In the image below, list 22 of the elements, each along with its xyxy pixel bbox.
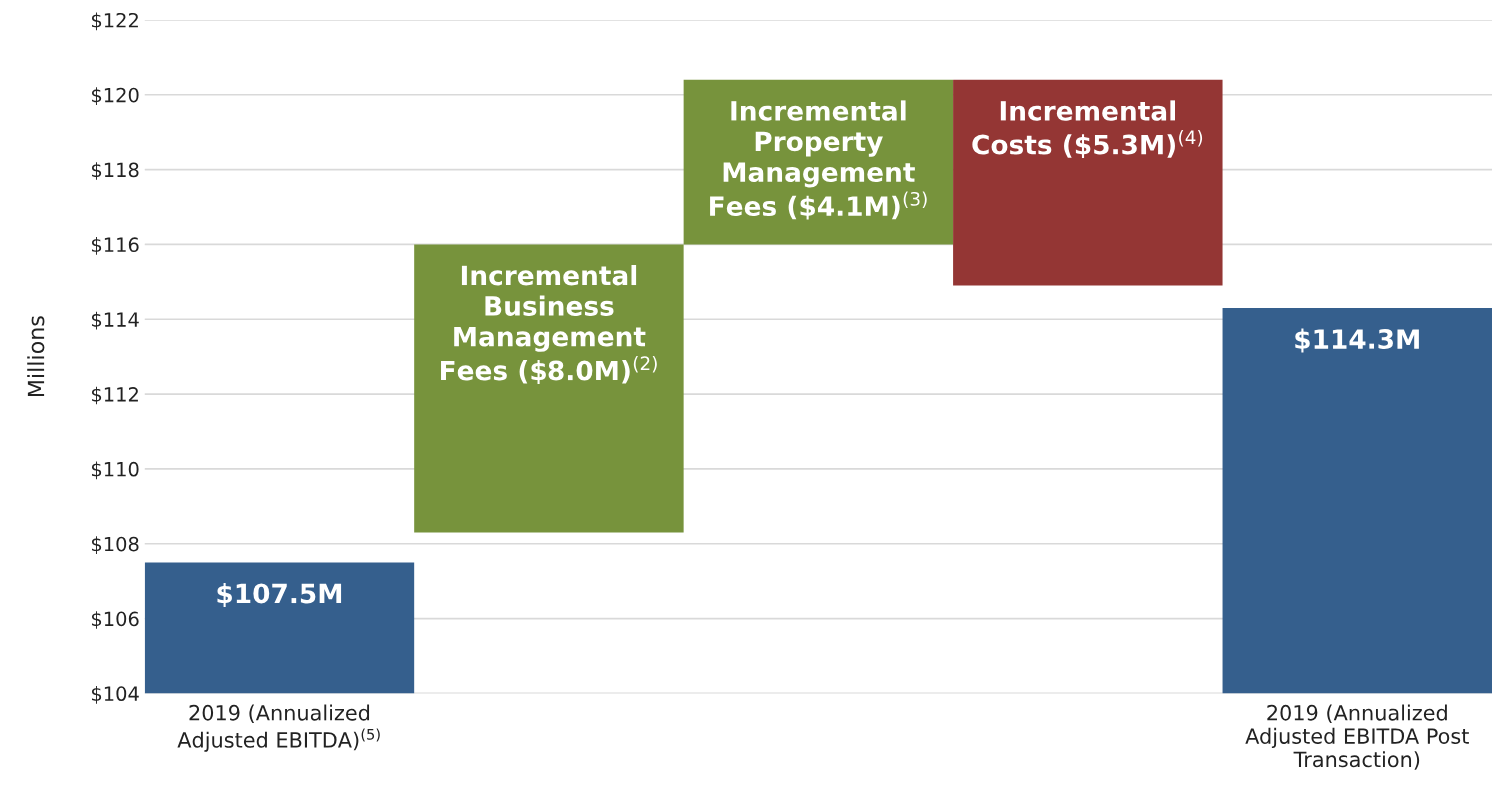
data-label: Incremental Costs ($5.3M)$^{(4)}$ — [972, 100, 1203, 159]
bar — [144, 562, 415, 694]
y-tick-label: $112 — [91, 386, 138, 405]
y-tick-label: $106 — [91, 611, 139, 629]
y-tick-label: $118 — [91, 162, 139, 180]
y-tick-label: $120 — [91, 87, 139, 105]
data-label: $114.3M — [1295, 328, 1419, 353]
y-tick-label: $114 — [91, 311, 139, 330]
x-tick-label: 2019 (Annualized Adjusted EBITDA Post Transaction) — [1245, 704, 1469, 770]
data-label: $107.5M — [217, 583, 342, 607]
x-tick-label: 2019 (Annualized Adjusted EBITDA)$^{(5)}$ — [177, 704, 380, 752]
y-tick-label: $122 — [91, 12, 138, 31]
data-label: Incremental Property Management Fees ($4.1M)$^{(3)}$ — [710, 100, 927, 220]
y-tick-label: $110 — [91, 461, 139, 480]
bar — [953, 79, 1223, 286]
bar — [414, 244, 684, 533]
data-label: Incremental Business Management Fees ($8.0M)$^{(2)}$ — [441, 264, 657, 384]
y-axis-title: Millions — [27, 316, 45, 397]
y-tick-label: $108 — [91, 536, 139, 554]
y-tick-label: $116 — [91, 237, 139, 255]
y-tick-label: $104 — [91, 686, 139, 704]
bar — [1222, 308, 1492, 694]
